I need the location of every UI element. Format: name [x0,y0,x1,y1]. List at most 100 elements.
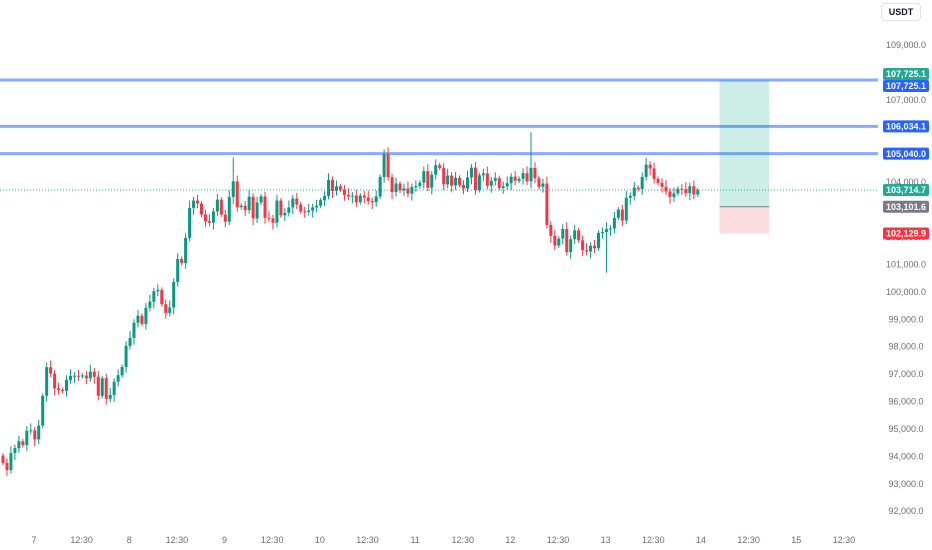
candle[interactable] [295,192,299,210]
candle[interactable] [525,166,529,185]
candle[interactable] [462,180,466,195]
candle[interactable] [120,364,124,378]
candle[interactable] [279,198,283,218]
candle[interactable] [358,193,362,205]
candle[interactable] [469,164,473,185]
candle[interactable] [422,166,426,189]
candle[interactable] [692,180,696,200]
candle[interactable] [215,193,219,217]
candle[interactable] [72,372,76,383]
candle[interactable] [331,176,335,198]
candle[interactable] [608,224,612,236]
candle[interactable] [414,180,418,192]
candle[interactable] [61,387,65,394]
candle[interactable] [104,373,108,405]
candle[interactable] [49,360,53,378]
candle[interactable] [1,453,5,466]
candle[interactable] [108,388,112,403]
candle[interactable] [501,181,505,194]
candle[interactable] [624,190,628,225]
candle[interactable] [517,176,521,184]
candle[interactable] [303,206,307,218]
candle[interactable] [13,444,17,460]
candle[interactable] [219,197,223,217]
candle[interactable] [569,235,573,259]
candle[interactable] [68,369,72,384]
candle[interactable] [533,162,537,183]
candle[interactable] [664,179,668,196]
candle[interactable] [505,176,509,190]
candle[interactable] [481,168,485,182]
candle[interactable] [227,190,231,226]
candle[interactable] [319,197,323,209]
candle[interactable] [283,208,287,222]
candle[interactable] [211,207,215,230]
candle[interactable] [267,210,271,222]
candle[interactable] [676,186,680,196]
candle[interactable] [291,195,295,215]
candle[interactable] [521,168,525,185]
candle[interactable] [192,196,196,215]
candle[interactable] [450,172,454,193]
candle[interactable] [92,368,96,384]
candle[interactable] [553,230,557,251]
candle[interactable] [65,375,69,397]
candle[interactable] [188,201,192,242]
candle[interactable] [406,181,410,198]
candle[interactable] [116,369,120,387]
candle[interactable] [100,375,104,399]
candle[interactable] [5,458,9,476]
candle[interactable] [581,235,585,256]
candle[interactable] [513,170,517,186]
candle[interactable] [418,180,422,189]
candle[interactable] [247,189,251,214]
candle[interactable] [656,176,660,186]
candle[interactable] [164,299,168,319]
candle[interactable] [124,341,128,373]
candle[interactable] [434,159,438,180]
candle[interactable] [80,373,84,379]
candle[interactable] [382,149,386,183]
candle[interactable] [33,426,37,447]
candle[interactable] [628,192,632,205]
candle[interactable] [410,183,414,201]
candle[interactable] [271,214,275,230]
candle[interactable] [497,175,501,191]
candle[interactable] [652,162,656,184]
candle[interactable] [378,174,382,199]
candle[interactable] [672,187,676,202]
stop-zone[interactable] [719,206,770,234]
candle[interactable] [680,184,684,196]
candle[interactable] [612,212,616,234]
candle[interactable] [346,188,350,200]
candle[interactable] [156,284,160,296]
candle[interactable] [684,182,688,197]
candle[interactable] [573,224,577,244]
candle[interactable] [442,163,446,191]
candle[interactable] [593,240,597,253]
candle[interactable] [426,164,430,192]
candle[interactable] [148,294,152,312]
candle[interactable] [597,230,600,251]
candle[interactable] [430,171,434,195]
candle[interactable] [350,192,354,204]
candle[interactable] [239,203,243,210]
candle[interactable] [45,362,49,402]
candle[interactable] [648,161,652,176]
candle[interactable] [25,426,29,451]
candle[interactable] [132,319,136,345]
candle[interactable] [287,200,291,217]
candle[interactable] [620,204,624,227]
candle[interactable] [231,157,235,204]
candle[interactable] [577,227,581,243]
candle[interactable] [21,438,25,448]
candle[interactable] [152,287,156,309]
candle[interactable] [251,193,255,226]
candle[interactable] [446,168,450,188]
candle[interactable] [128,331,132,350]
candle[interactable] [509,173,513,191]
candle[interactable] [275,194,279,228]
candle[interactable] [342,184,346,201]
candle[interactable] [200,201,203,217]
